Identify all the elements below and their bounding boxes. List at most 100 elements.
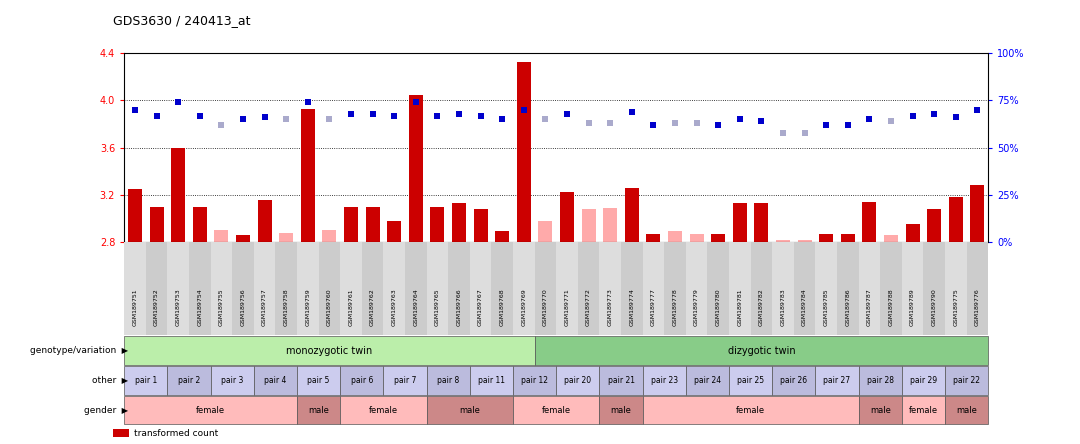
Text: GSM189765: GSM189765: [435, 289, 440, 326]
Bar: [604, 208, 618, 242]
Bar: [820, 234, 834, 242]
Text: GSM189764: GSM189764: [414, 289, 418, 326]
Point: [472, 112, 489, 119]
Point: [839, 121, 856, 129]
Text: pair 4: pair 4: [265, 376, 286, 385]
Point: [882, 118, 900, 125]
Bar: [712, 234, 726, 242]
Text: GSM189771: GSM189771: [565, 289, 569, 326]
Text: GSM189790: GSM189790: [932, 289, 936, 326]
Bar: [322, 230, 337, 242]
Text: other: other: [92, 376, 119, 385]
Text: GSM189756: GSM189756: [241, 289, 245, 326]
Bar: [862, 202, 877, 242]
Bar: [279, 233, 294, 242]
Point: [861, 116, 878, 123]
Point: [407, 99, 424, 106]
Text: dizygotic twin: dizygotic twin: [728, 345, 795, 356]
Text: GSM189769: GSM189769: [522, 289, 526, 326]
Text: male: male: [459, 405, 481, 415]
Text: pair 1: pair 1: [135, 376, 157, 385]
Text: pair 21: pair 21: [607, 376, 635, 385]
Text: GSM189752: GSM189752: [154, 289, 159, 326]
Bar: [797, 240, 812, 242]
Bar: [840, 234, 855, 242]
Point: [796, 129, 813, 136]
Text: pair 12: pair 12: [522, 376, 549, 385]
Text: female: female: [542, 405, 570, 415]
Text: GSM189753: GSM189753: [176, 289, 180, 326]
Text: GSM189757: GSM189757: [262, 289, 267, 326]
Text: GSM189789: GSM189789: [910, 289, 915, 326]
Bar: [516, 62, 530, 242]
Text: GSM189768: GSM189768: [500, 289, 504, 326]
Point: [170, 99, 187, 106]
Text: GSM189775: GSM189775: [954, 289, 958, 326]
Text: pair 28: pair 28: [867, 376, 894, 385]
Bar: [214, 230, 229, 242]
Text: pair 22: pair 22: [954, 376, 981, 385]
Point: [623, 108, 640, 115]
Point: [364, 110, 381, 117]
Text: GSM189761: GSM189761: [349, 289, 353, 326]
Text: GSM189777: GSM189777: [651, 289, 656, 326]
Text: monozygotic twin: monozygotic twin: [286, 345, 373, 356]
Text: GSM189782: GSM189782: [759, 289, 764, 326]
Text: pair 23: pair 23: [650, 376, 678, 385]
Bar: [300, 109, 314, 242]
Bar: [624, 188, 638, 242]
Text: GSM189760: GSM189760: [327, 289, 332, 326]
Point: [537, 116, 554, 123]
Text: gender: gender: [83, 405, 119, 415]
Text: GSM189751: GSM189751: [133, 289, 137, 326]
Bar: [193, 206, 207, 242]
Text: GSM189767: GSM189767: [478, 289, 483, 326]
Point: [386, 112, 403, 119]
Text: GSM189755: GSM189755: [219, 289, 224, 326]
Bar: [129, 189, 143, 242]
Bar: [257, 199, 272, 242]
Point: [580, 119, 597, 127]
Text: pair 3: pair 3: [221, 376, 243, 385]
Point: [148, 112, 165, 119]
Point: [450, 110, 468, 117]
Text: GSM189780: GSM189780: [716, 289, 720, 326]
Text: pair 29: pair 29: [909, 376, 937, 385]
Bar: [905, 224, 920, 242]
Text: female: female: [737, 405, 765, 415]
Bar: [667, 231, 683, 242]
Text: GSM189786: GSM189786: [846, 289, 850, 326]
Text: GSM189758: GSM189758: [284, 289, 288, 326]
Point: [710, 121, 727, 129]
Point: [753, 118, 770, 125]
Point: [515, 107, 532, 114]
Text: male: male: [869, 405, 891, 415]
Point: [126, 107, 144, 114]
Text: GSM189781: GSM189781: [738, 289, 742, 326]
Bar: [431, 206, 445, 242]
Text: GSM189778: GSM189778: [673, 289, 677, 326]
Text: pair 20: pair 20: [564, 376, 592, 385]
Point: [818, 121, 835, 129]
Text: GSM189772: GSM189772: [586, 289, 591, 326]
Text: ▶: ▶: [119, 346, 127, 355]
Text: ▶: ▶: [119, 376, 127, 385]
Point: [666, 119, 684, 127]
Point: [299, 99, 316, 106]
Bar: [539, 221, 553, 242]
Text: GSM189774: GSM189774: [630, 289, 634, 326]
Bar: [647, 234, 661, 242]
Text: male: male: [956, 405, 977, 415]
Text: GSM189788: GSM189788: [889, 289, 893, 326]
Bar: [755, 203, 769, 242]
Bar: [409, 95, 423, 242]
Point: [969, 107, 986, 114]
Text: GSM189770: GSM189770: [543, 289, 548, 326]
Text: pair 24: pair 24: [693, 376, 721, 385]
Point: [234, 116, 252, 123]
Text: pair 27: pair 27: [823, 376, 851, 385]
Bar: [453, 203, 467, 242]
Text: pair 8: pair 8: [437, 376, 459, 385]
Text: transformed count: transformed count: [134, 429, 218, 438]
Text: GSM189785: GSM189785: [824, 289, 828, 326]
